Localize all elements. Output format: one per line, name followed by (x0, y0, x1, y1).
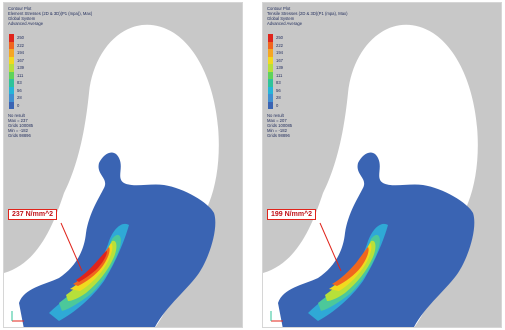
legend-value: 0 (276, 102, 279, 108)
legend-swatch (268, 49, 273, 57)
legend-swatch (9, 86, 14, 94)
legend-swatch (268, 71, 273, 79)
legend-row: 167 (268, 56, 283, 64)
fea-contour-drawing (263, 3, 501, 327)
legend-row: 167 (9, 56, 24, 64)
legend-value: 56 (276, 87, 281, 93)
tooth-profile (263, 3, 501, 327)
legend-value: 139 (17, 65, 24, 71)
legend-swatch (9, 94, 14, 102)
stress-callout: 237 N/mm^2 (8, 209, 58, 220)
header-line: Advanced Average (8, 21, 44, 26)
legend-row: 111 (9, 71, 24, 79)
legend-swatch (9, 56, 14, 64)
legend-value: 222 (276, 42, 283, 48)
legend-swatch (9, 49, 14, 57)
callout-leader (319, 222, 342, 272)
contour-panel-left: Contour Plot Element Stresses (2D & 3D)(… (3, 2, 243, 328)
legend-value: 194 (17, 50, 24, 56)
callout-leader (60, 222, 83, 272)
legend-row: 0 (268, 101, 283, 109)
legend-value: 28 (17, 95, 22, 101)
stats-line: Grids 98896 (8, 133, 31, 138)
legend-swatch (9, 79, 14, 87)
legend-row: 222 (9, 41, 24, 49)
stats-line: No result (267, 113, 284, 118)
legend-swatch (268, 41, 273, 49)
legend-value: 250 (276, 35, 283, 41)
header-line: Global System (8, 16, 36, 21)
legend-row: 28 (268, 94, 283, 102)
header-line: Advanced Average (267, 21, 303, 26)
legend-value: 250 (17, 35, 24, 41)
tooth-profile (4, 3, 242, 327)
legend-swatch (268, 34, 273, 42)
legend-value: 194 (276, 50, 283, 56)
legend-swatch (268, 56, 273, 64)
legend-value: 83 (276, 80, 281, 86)
contour-panel-right: Contour Plot Tensile Stresses (2D & 3D)(… (262, 2, 502, 328)
legend-row: 0 (9, 101, 24, 109)
header-line: Tensile Stresses (2D & 3D)(P1 (mpa), Max… (267, 11, 348, 16)
legend-value: 56 (17, 87, 22, 93)
legend-row: 222 (268, 41, 283, 49)
legend-value: 139 (276, 65, 283, 71)
legend-row: 139 (9, 64, 24, 72)
legend-row: 139 (268, 64, 283, 72)
legend-swatch (268, 86, 273, 94)
stats-line: Min = -182 (267, 128, 287, 133)
legend-swatch (9, 64, 14, 72)
header-line: Contour Plot (8, 6, 32, 11)
legend-row: 194 (268, 49, 283, 57)
legend-swatch (9, 34, 14, 42)
legend-row: 56 (9, 86, 24, 94)
plot-header: Contour Plot Tensile Stresses (2D & 3D)(… (267, 6, 348, 26)
legend-row: 250 (268, 34, 283, 42)
stats-line: Max = 237 (8, 118, 28, 123)
header-line: Global System (267, 16, 295, 21)
legend-row: 56 (268, 86, 283, 94)
contour-legend: 250 222 194 167 139 111 83 56 28 0 (9, 34, 24, 109)
stats-line: Grids 100085 (267, 123, 293, 128)
legend-swatch (9, 101, 14, 109)
legend-value: 167 (17, 57, 24, 63)
legend-value: 0 (17, 102, 20, 108)
stress-callout: 199 N/mm^2 (267, 209, 317, 220)
legend-swatch (9, 71, 14, 79)
stats-line: Min = -182 (8, 128, 28, 133)
stats-line: Max = 207 (267, 118, 287, 123)
header-line: Element Stresses (2D & 3D)(P1 (mpa)), Ma… (8, 11, 93, 16)
legend-value: 28 (276, 95, 281, 101)
plot-header: Contour Plot Element Stresses (2D & 3D)(… (8, 6, 92, 26)
legend-row: 194 (9, 49, 24, 57)
result-stats: No result Max = 237 Grids 100085 Min = -… (8, 113, 33, 138)
legend-value: 167 (276, 57, 283, 63)
legend-value: 83 (17, 80, 22, 86)
legend-swatch (268, 94, 273, 102)
stats-line: No result (8, 113, 25, 118)
legend-value: 111 (276, 72, 283, 78)
legend-row: 250 (9, 34, 24, 42)
legend-row: 28 (9, 94, 24, 102)
result-stats: No result Max = 207 Grids 100085 Min = -… (267, 113, 292, 138)
contour-legend: 250 222 194 167 139 111 83 56 28 0 (268, 34, 283, 109)
stats-line: Grids 98896 (267, 133, 290, 138)
legend-swatch (268, 101, 273, 109)
legend-swatch (9, 41, 14, 49)
legend-row: 83 (9, 79, 24, 87)
legend-row: 111 (268, 71, 283, 79)
legend-row: 83 (268, 79, 283, 87)
fea-contour-drawing (4, 3, 242, 327)
stats-line: Grids 100085 (8, 123, 34, 128)
legend-value: 222 (17, 42, 24, 48)
legend-value: 111 (17, 72, 24, 78)
legend-swatch (268, 64, 273, 72)
legend-swatch (268, 79, 273, 87)
header-line: Contour Plot (267, 6, 291, 11)
